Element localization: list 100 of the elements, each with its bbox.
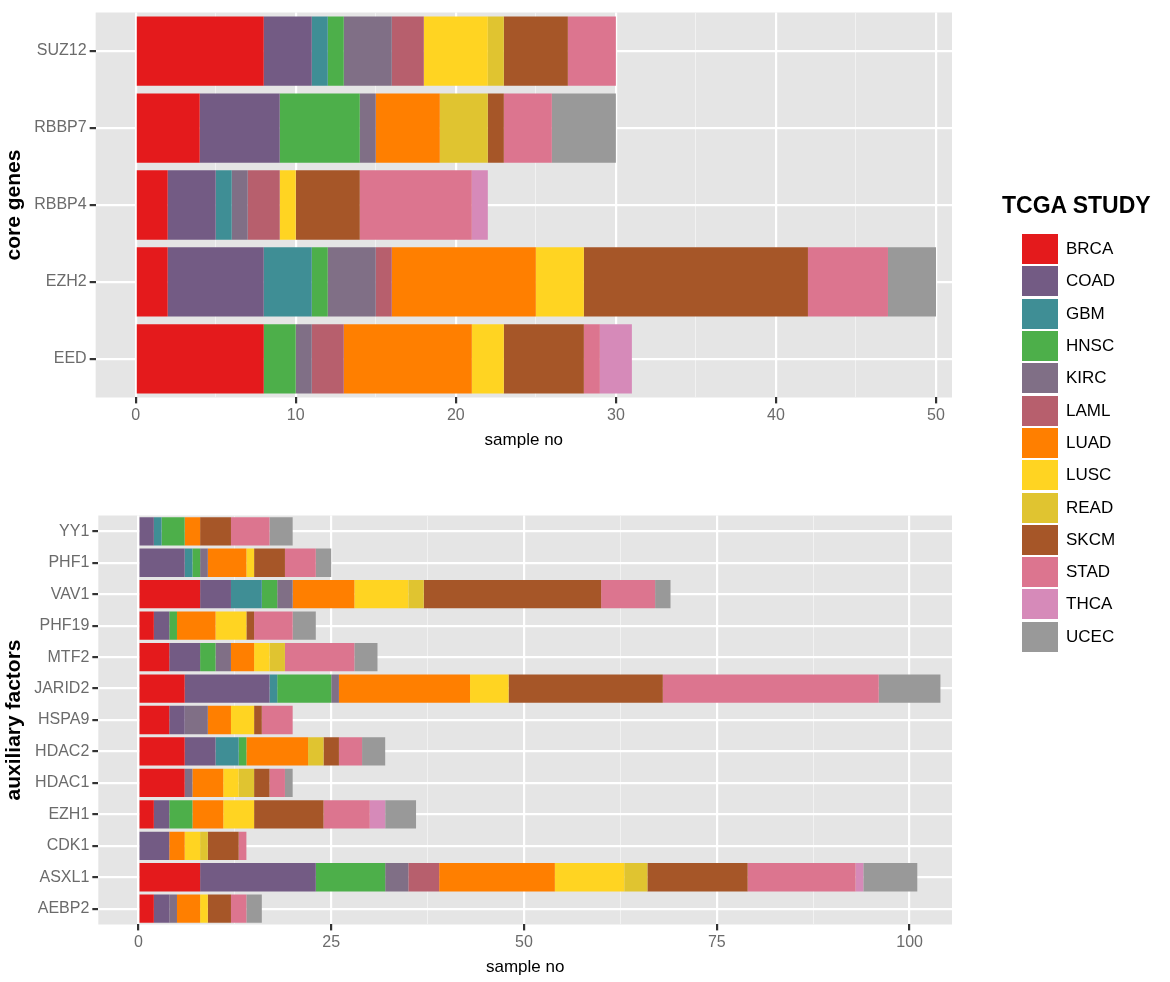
x-tick-label: 10 [286,406,305,424]
legend-title: TCGA STUDY [1002,192,1152,219]
bar [246,611,255,640]
y-tick-label: RBBP4 [34,195,87,213]
bar [471,170,488,240]
x-tick-label: 50 [515,933,534,951]
bar [169,642,201,672]
y-tick-label: PHF19 [39,616,90,634]
bar [295,324,312,394]
y-tick-label: SUZ12 [36,41,87,59]
bar [153,894,170,923]
bar [535,247,584,317]
bar [139,580,201,609]
bar [327,16,344,86]
legend-label: THCA [1066,594,1113,615]
bar [338,674,471,703]
y-axis-title: core genes [1,149,25,261]
bar [176,611,216,640]
bar [599,324,632,394]
bar [199,93,280,163]
bar [277,580,293,609]
bar [487,16,504,86]
bar [263,324,296,394]
y-tick-label: MTF2 [47,647,90,665]
bar [153,800,170,829]
bar [359,93,376,163]
bar [176,894,201,923]
legend-label: HNSC [1066,336,1115,357]
bar [254,642,270,672]
bar [139,768,185,798]
bar [207,831,239,860]
legend-label: GBM [1066,303,1105,324]
bar [223,800,255,829]
bar [139,894,154,923]
y-tick-label: EZH1 [48,804,90,822]
legend-label: COAD [1066,271,1116,292]
bar [423,16,488,86]
bar [503,324,584,394]
bar [551,93,616,163]
bar [423,580,602,609]
bar [136,324,264,394]
bar [503,93,552,163]
bar [246,894,262,923]
x-axis-title: sample no [485,957,565,977]
bar [279,93,360,163]
bar [230,642,255,672]
bar [878,674,941,703]
bar [139,611,154,640]
bar [136,170,168,240]
legend-label: UCEC [1066,626,1115,647]
bar [169,831,185,860]
bar [662,674,879,703]
y-tick-label: HDAC2 [35,741,90,759]
bar [292,611,316,640]
bar [261,580,278,609]
bar [192,768,224,798]
bar [362,737,386,766]
bar [238,831,247,860]
bar [269,642,285,672]
bar [292,580,355,609]
y-tick-label: CDK1 [46,836,90,854]
bar [439,93,488,163]
x-tick-label: 75 [707,933,726,951]
bar [269,768,285,798]
bar [139,674,185,703]
bar [238,737,247,766]
bar [284,548,316,577]
legend-label: LUSC [1066,465,1112,486]
bar [338,737,363,766]
x-tick-label: 100 [896,933,924,951]
bar [263,247,312,317]
bar [655,580,671,609]
bar [153,517,162,546]
bar [192,800,224,829]
bar [139,548,185,577]
bar [354,580,409,609]
bar [261,705,293,735]
legend-label: LAML [1066,400,1111,421]
bar [624,863,648,892]
bar [184,548,193,577]
bar [385,863,409,892]
bar [887,247,936,317]
bar [369,800,386,829]
x-tick-label: 0 [131,406,141,424]
bar [200,894,208,923]
bar [323,800,370,829]
bar [139,737,185,766]
bar [503,16,568,86]
bar [247,170,280,240]
bar [184,674,270,703]
bar [184,768,193,798]
bar [230,580,262,609]
bar [254,800,324,829]
bar [647,863,748,892]
bar [323,737,339,766]
bar [284,642,355,672]
bar [439,863,555,892]
bar [487,93,504,163]
bar [200,580,231,609]
bar [359,170,472,240]
